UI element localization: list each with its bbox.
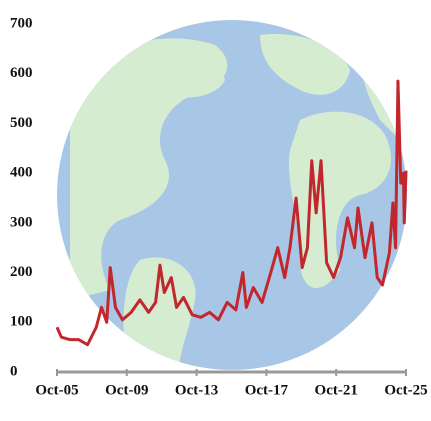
globe-background xyxy=(57,20,407,370)
y-tick-label: 300 xyxy=(10,214,33,230)
x-tick-label: Oct-09 xyxy=(105,382,148,398)
x-tick-label: Oct-25 xyxy=(384,382,427,398)
x-tick-label: Oct-21 xyxy=(315,382,358,398)
x-tick-label: Oct-05 xyxy=(35,382,78,398)
y-tick-label: 200 xyxy=(10,264,33,280)
x-tick-label: Oct-13 xyxy=(175,382,218,398)
y-tick-label: 700 xyxy=(10,15,33,31)
y-tick-label: 0 xyxy=(10,363,18,379)
y-tick-label: 500 xyxy=(10,115,33,131)
y-tick-label: 100 xyxy=(10,314,33,330)
y-tick-label: 400 xyxy=(10,165,33,181)
y-tick-label: 600 xyxy=(10,65,33,81)
x-tick-label: Oct-17 xyxy=(245,382,289,398)
data-line xyxy=(55,79,408,347)
